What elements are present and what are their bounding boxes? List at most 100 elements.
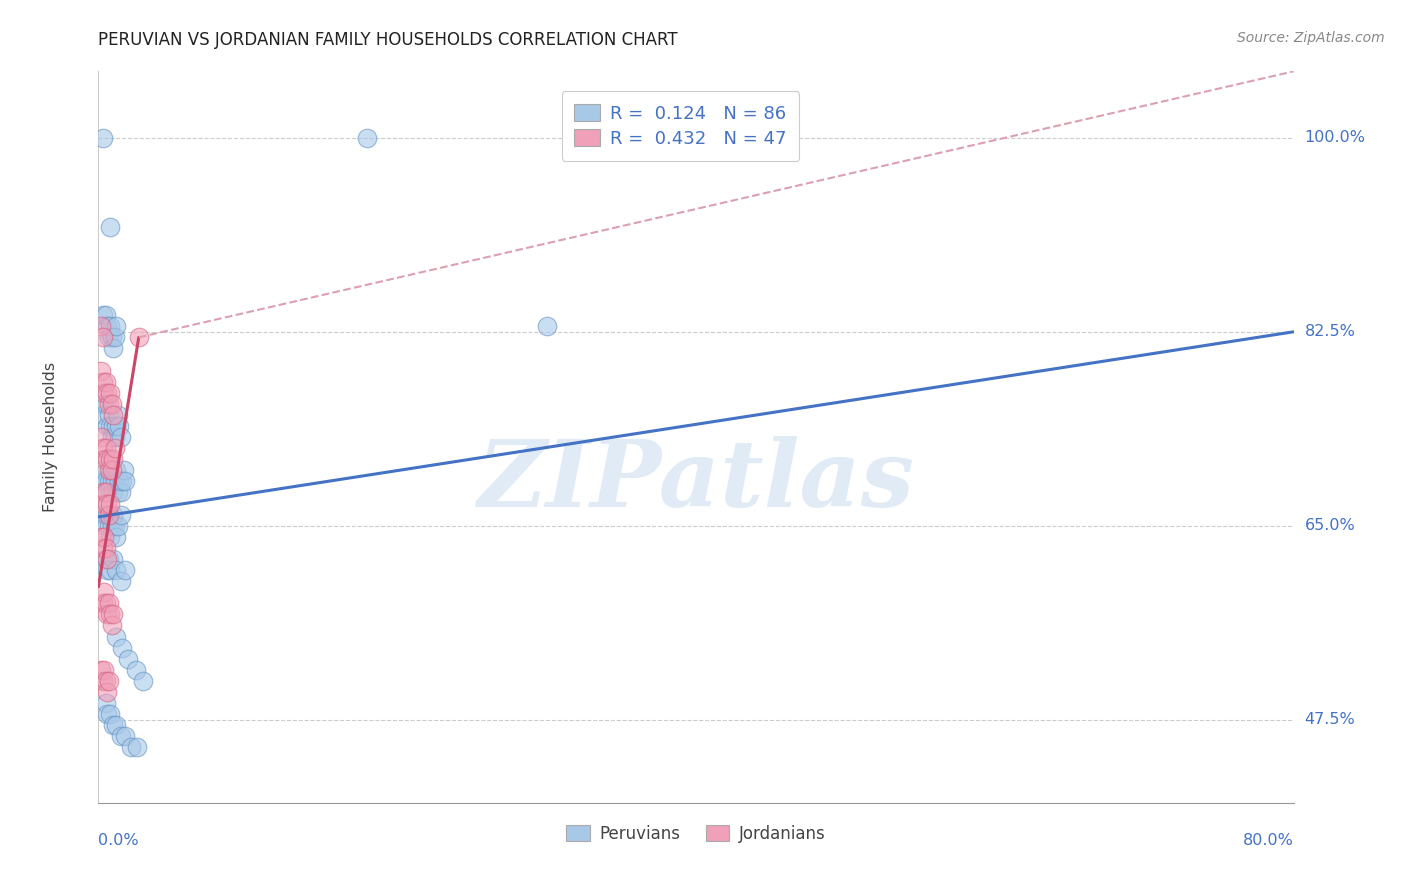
Point (101, 430, 124, 444)
Point (103, 452, 125, 467)
Point (91, 397, 114, 411)
Point (93, 463, 115, 477)
Point (107, 518, 129, 533)
Point (96, 497, 118, 511)
Point (108, 475, 131, 489)
Point (103, 342, 125, 356)
Point (111, 475, 134, 489)
Point (91, 308, 114, 322)
Point (94, 552, 117, 566)
Point (97, 330, 120, 344)
Point (98, 319, 122, 334)
Point (356, 131, 378, 145)
Point (90, 430, 112, 444)
Point (98, 452, 122, 467)
Point (90, 663, 112, 677)
Point (97, 408, 120, 422)
Point (101, 475, 124, 489)
Point (98, 385, 122, 400)
Point (125, 663, 148, 677)
Point (103, 485, 125, 500)
Point (93, 530, 115, 544)
Point (98, 707, 122, 722)
Point (93, 408, 115, 422)
Text: Family Households: Family Households (44, 362, 58, 512)
Point (105, 319, 128, 334)
Point (96, 563, 118, 577)
Point (98, 463, 122, 477)
Point (110, 430, 132, 444)
Point (105, 718, 128, 732)
Point (101, 518, 124, 533)
Point (94, 441, 117, 455)
Point (132, 673, 155, 688)
Point (91, 375, 114, 389)
Point (105, 463, 128, 477)
Text: 100.0%: 100.0% (1305, 130, 1365, 145)
Point (103, 419, 125, 434)
Point (93, 508, 115, 522)
Point (101, 397, 124, 411)
Point (104, 430, 127, 444)
Point (96, 607, 118, 622)
Point (91, 330, 114, 344)
Point (536, 319, 558, 334)
Point (96, 385, 118, 400)
Point (94, 696, 117, 710)
Point (91, 541, 114, 555)
Point (97, 518, 120, 533)
Point (96, 452, 118, 467)
Point (94, 375, 117, 389)
Text: ZIPatlas: ZIPatlas (478, 436, 914, 526)
Point (104, 330, 127, 344)
Point (94, 518, 117, 533)
Point (96, 685, 118, 699)
Point (114, 563, 136, 577)
Point (94, 485, 117, 500)
Point (105, 563, 128, 577)
Point (98, 530, 122, 544)
Point (110, 729, 132, 743)
Point (97, 397, 120, 411)
Point (114, 475, 136, 489)
Point (96, 319, 118, 334)
Text: 82.5%: 82.5% (1305, 325, 1355, 339)
Point (110, 574, 132, 589)
Point (107, 408, 129, 422)
Point (103, 552, 125, 566)
Text: 0.0%: 0.0% (98, 833, 139, 848)
Point (105, 530, 128, 544)
Point (94, 475, 117, 489)
Point (110, 485, 132, 500)
Point (112, 463, 135, 477)
Point (105, 419, 128, 434)
Point (91, 475, 114, 489)
Point (103, 408, 125, 422)
Point (96, 419, 118, 434)
Point (97, 552, 120, 566)
Point (117, 651, 139, 665)
Point (91, 673, 114, 688)
Point (98, 497, 122, 511)
Point (96, 552, 118, 566)
Point (103, 508, 125, 522)
Point (104, 441, 127, 455)
Point (107, 485, 129, 500)
Point (127, 740, 149, 755)
Point (97, 475, 120, 489)
Legend: Peruvians, Jordanians: Peruvians, Jordanians (560, 818, 832, 849)
Point (105, 630, 128, 644)
Point (93, 663, 115, 677)
Point (98, 563, 122, 577)
Point (94, 673, 117, 688)
Point (94, 541, 117, 555)
Text: 65.0%: 65.0% (1305, 518, 1355, 533)
Point (110, 508, 132, 522)
Point (90, 530, 112, 544)
Text: 47.5%: 47.5% (1305, 712, 1355, 727)
Point (91, 485, 114, 500)
Point (96, 508, 118, 522)
Point (96, 485, 118, 500)
Point (93, 452, 115, 467)
Point (91, 596, 114, 610)
